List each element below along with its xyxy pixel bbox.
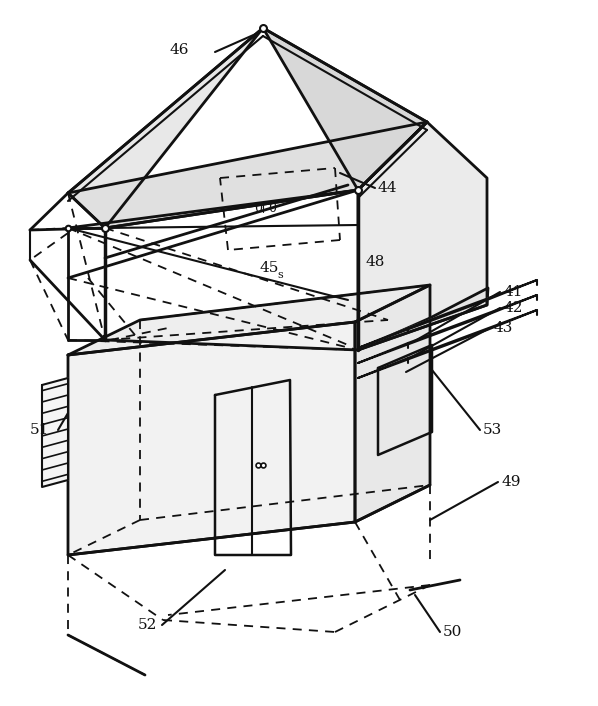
Text: 52: 52 xyxy=(138,618,157,632)
Polygon shape xyxy=(358,288,488,350)
Polygon shape xyxy=(358,310,537,378)
Text: 43: 43 xyxy=(493,321,512,335)
Text: 46: 46 xyxy=(170,43,190,57)
Text: s: s xyxy=(277,270,283,280)
Polygon shape xyxy=(68,322,355,555)
Text: 0: 0 xyxy=(268,201,276,215)
Polygon shape xyxy=(68,28,263,228)
Text: 48: 48 xyxy=(365,255,385,269)
Text: 44: 44 xyxy=(378,181,398,195)
Text: 50: 50 xyxy=(443,625,462,639)
Text: 0: 0 xyxy=(254,201,262,215)
Polygon shape xyxy=(263,28,427,190)
Polygon shape xyxy=(358,280,537,348)
Text: 49: 49 xyxy=(501,475,520,489)
Polygon shape xyxy=(358,122,487,350)
Polygon shape xyxy=(355,285,430,522)
Text: 53: 53 xyxy=(483,423,502,437)
Text: 45: 45 xyxy=(260,261,279,275)
Polygon shape xyxy=(358,295,537,363)
Text: 51: 51 xyxy=(30,423,50,437)
Polygon shape xyxy=(68,285,430,355)
Text: 41: 41 xyxy=(503,285,523,299)
Text: 42: 42 xyxy=(503,301,523,315)
Polygon shape xyxy=(42,378,68,487)
Polygon shape xyxy=(68,122,427,228)
